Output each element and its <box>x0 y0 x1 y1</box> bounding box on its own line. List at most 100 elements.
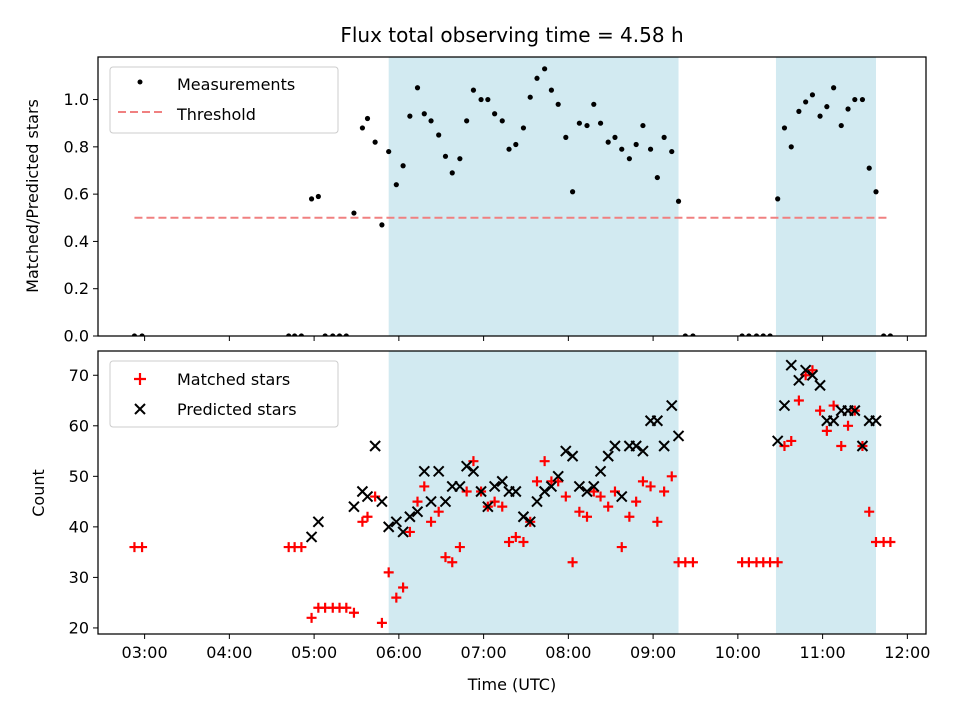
matched-star-point <box>398 582 409 593</box>
measurement-point <box>569 189 576 195</box>
predicted-star-point <box>785 359 797 371</box>
predicted-star-point <box>348 500 360 513</box>
measurement-point <box>781 125 788 131</box>
measurement-point <box>534 75 540 81</box>
matched-star-point <box>603 501 614 512</box>
measurement-point <box>414 85 421 91</box>
measurement-point <box>640 122 646 129</box>
measurement-point <box>428 118 434 124</box>
matched-star-point <box>582 511 593 522</box>
predicted-star-point <box>814 379 826 392</box>
measurement-point <box>584 122 590 129</box>
predicted-star-point <box>827 415 840 427</box>
predicted-star-point <box>573 480 586 493</box>
measurement-point <box>760 333 766 336</box>
y-tick-label: 0.0 <box>64 327 89 346</box>
observing-window <box>775 351 876 634</box>
predicted-star-point <box>475 485 487 498</box>
matched-star-point <box>772 557 783 568</box>
predicted-star-point <box>517 511 530 523</box>
measurement-point <box>527 94 533 100</box>
predicted-star-point <box>482 500 494 513</box>
measurement-point <box>308 196 315 202</box>
predicted-star-point <box>382 521 395 533</box>
measurement-point <box>597 120 604 126</box>
measurement-point <box>845 106 851 112</box>
matched-star-point <box>539 456 550 467</box>
count-axes-frame <box>97 350 927 635</box>
matched-star-point <box>574 506 585 517</box>
y-tick-label: 0.8 <box>64 137 89 156</box>
matched-star-point <box>348 607 359 618</box>
measurement-point <box>817 113 823 119</box>
y-tick-label: 50 <box>69 467 89 486</box>
predicted-star-point <box>666 399 678 412</box>
predicted-star-point <box>602 450 614 462</box>
x-tick-label: 08:00 <box>545 643 591 662</box>
measurement-point <box>436 132 442 138</box>
predicted-star-point <box>467 465 480 477</box>
measurement-point <box>661 134 667 140</box>
measurement-point <box>393 182 399 188</box>
y-tick-label: 20 <box>69 618 89 637</box>
predicted-star-point <box>552 470 564 483</box>
predicted-star-point <box>496 475 508 488</box>
x-axis-label: Time (UTC) <box>467 675 556 694</box>
measurement-point <box>139 333 145 336</box>
matched-star-point <box>609 486 620 497</box>
measurement-point <box>499 118 505 124</box>
matched-star-point <box>560 491 571 502</box>
count-legend-box <box>109 360 339 428</box>
predicted-star-point <box>411 505 424 518</box>
measurement-point <box>619 146 625 152</box>
matched-star-point <box>666 471 677 482</box>
predicted-star-point <box>870 415 882 427</box>
matched-star-point <box>645 481 656 492</box>
count-legend: Matched stars Predicted stars <box>109 360 339 428</box>
measurement-point <box>298 333 304 336</box>
measurement-point <box>809 92 816 98</box>
predicted-star-point <box>510 485 522 498</box>
matched-star-point <box>624 511 635 522</box>
matched-star-point <box>510 531 521 542</box>
matched-star-point <box>864 506 875 517</box>
predicted-star-point <box>609 440 621 452</box>
measurement-point <box>386 148 392 155</box>
x-tick-label: 07:00 <box>461 643 507 662</box>
measurement-point <box>343 333 349 336</box>
predicted-star-point <box>305 531 318 543</box>
predicted-star-point <box>538 485 551 498</box>
measurement-point <box>442 153 449 159</box>
measurement-point <box>542 66 548 72</box>
predicted-star-point <box>545 480 558 493</box>
matched-star-point <box>821 425 832 436</box>
predicted-star-point <box>425 495 437 508</box>
measurement-point <box>767 333 773 336</box>
predicted-star-point <box>454 480 466 493</box>
measurements-legend-marker <box>137 79 143 85</box>
matched-star-point <box>433 506 444 517</box>
matched-star-point <box>440 552 451 563</box>
predicted-star-point <box>312 516 325 528</box>
y-tick-label: 0.4 <box>64 232 89 251</box>
matched-star-point <box>296 542 307 553</box>
ratio-y-axis-label: Matched/Predicted stars <box>23 99 42 293</box>
x-tick-label: 06:00 <box>376 643 422 662</box>
count-marks <box>129 359 896 628</box>
measurement-point <box>286 333 292 336</box>
predicted-star-point <box>651 415 664 427</box>
measurement-point <box>336 333 343 336</box>
y-tick-label: 40 <box>69 517 89 536</box>
measurement-point <box>131 333 138 336</box>
predicted-star-point <box>418 465 430 477</box>
measurement-point <box>669 148 675 155</box>
predicted-legend-marker <box>134 403 146 415</box>
x-tick-label: 12:00 <box>884 643 930 662</box>
matched-star-point <box>631 496 642 507</box>
predicted-star-point <box>404 511 416 523</box>
measurement-point <box>421 111 427 117</box>
matched-star-point <box>454 542 465 553</box>
matched-star-point <box>383 567 394 578</box>
matched-star-point <box>793 395 804 406</box>
measurement-point <box>881 333 887 336</box>
